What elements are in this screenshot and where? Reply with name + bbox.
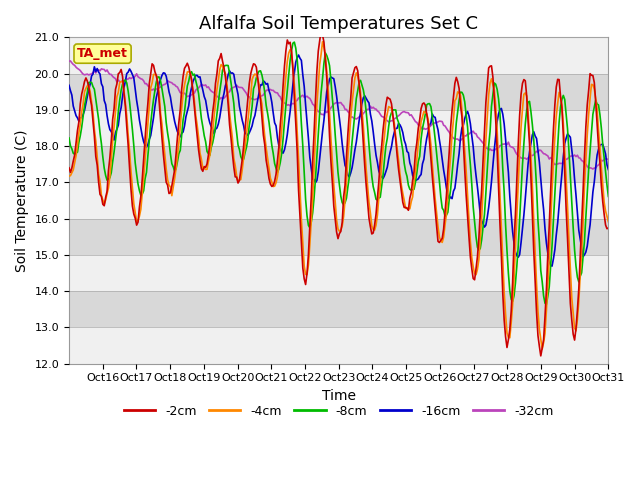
Legend: -2cm, -4cm, -8cm, -16cm, -32cm: -2cm, -4cm, -8cm, -16cm, -32cm [119,400,559,423]
Y-axis label: Soil Temperature (C): Soil Temperature (C) [15,129,29,272]
Bar [69,327,609,364]
Bar [69,182,609,219]
Title: Alfalfa Soil Temperatures Set C: Alfalfa Soil Temperatures Set C [199,15,478,33]
X-axis label: Time: Time [322,389,356,403]
Bar [69,255,609,291]
Text: TA_met: TA_met [77,47,128,60]
Bar [69,37,609,73]
Bar [69,110,609,146]
